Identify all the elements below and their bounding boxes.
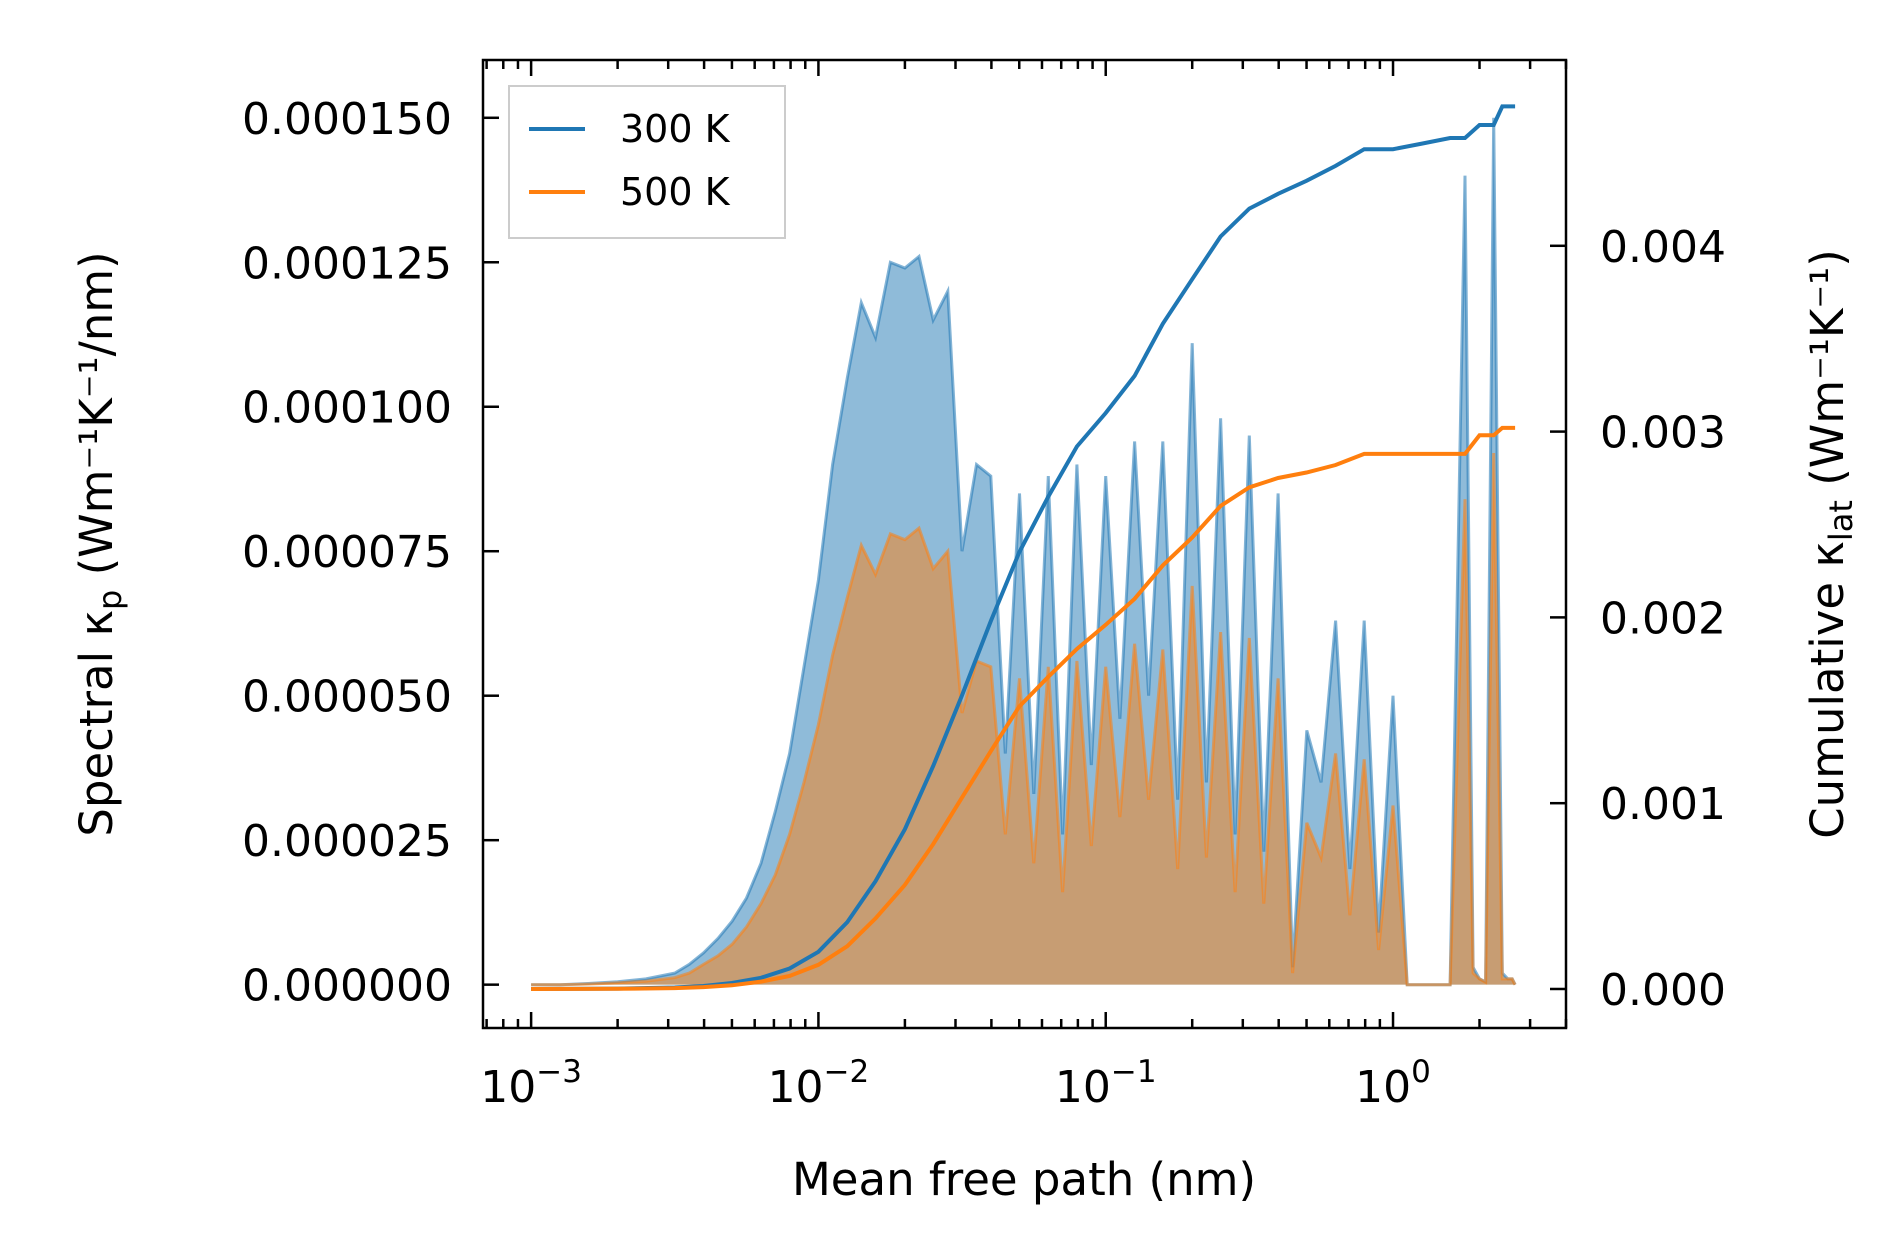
x-tick-label-base: 10 [768, 1062, 824, 1113]
x-tick-label-base: 10 [1355, 1062, 1411, 1113]
legend-label-300k: 300 K [620, 107, 731, 151]
spectral-areas [531, 117, 1517, 987]
right-tick-label: 0.000 [1600, 965, 1726, 1016]
y-tick-label: 0.000025 [242, 816, 452, 867]
x-tick-label-exponent: −1 [1111, 1054, 1157, 1090]
right-tick-label: 0.001 [1600, 779, 1726, 830]
legend: 300 K 500 K [508, 85, 786, 239]
area-edge-500k [531, 452, 1517, 987]
y-tick-label: 0.000000 [242, 961, 452, 1012]
x-tick-label: 100 [1355, 1054, 1431, 1113]
area-300k [531, 117, 1516, 985]
y-tick-label: 0.000050 [242, 672, 452, 723]
plot-frame [481, 58, 1568, 1030]
tick-labels: 10−3 10−2 10−1 1000.0000000.0000250.0000500… [242, 94, 1726, 1113]
y-axis-title: Spectral κp (Wm⁻¹K⁻¹/nm) [70, 251, 129, 836]
y-tick-label: 0.000150 [242, 94, 452, 145]
right-axis-title-units: (Wm⁻¹K⁻¹) [1801, 249, 1854, 500]
cumulative-line-300k [531, 104, 1516, 991]
y-tick-label: 0.000125 [242, 238, 452, 289]
y-tick-label: 0.000075 [242, 527, 452, 578]
right-axis-title-sub: lat [1822, 500, 1860, 541]
x-axis-title: Mean free path (nm) [792, 1153, 1256, 1206]
y-axis-title-prefix: Spectral κ [70, 610, 123, 837]
y-axis-title-sub: p [91, 590, 129, 610]
right-axis-title-prefix: Cumulative κ [1801, 541, 1854, 839]
right-tick-label: 0.003 [1600, 408, 1726, 459]
x-tick-label: 10−2 [768, 1054, 870, 1113]
x-tick-label-exponent: −3 [536, 1054, 582, 1090]
x-tick-label: 10−1 [1055, 1054, 1157, 1113]
x-tick-label: 10−3 [480, 1054, 582, 1113]
cumulative-lines [531, 104, 1516, 991]
y-axis-title-units: (Wm⁻¹K⁻¹/nm) [70, 251, 123, 589]
area-500k [531, 453, 1516, 985]
x-tick-label-base: 10 [1055, 1062, 1111, 1113]
x-tick-label-exponent: −2 [824, 1054, 870, 1090]
right-axis-title: Cumulative κlat (Wm⁻¹K⁻¹) [1801, 249, 1860, 839]
x-tick-label-exponent: 0 [1411, 1054, 1431, 1090]
right-tick-label: 0.004 [1600, 222, 1726, 273]
legend-box [508, 85, 786, 239]
y-tick-label: 0.000100 [242, 383, 452, 434]
right-tick-label: 0.002 [1600, 593, 1726, 644]
legend-label-500k: 500 K [620, 170, 731, 214]
x-tick-label-base: 10 [480, 1062, 536, 1113]
cumulative-line-500k [531, 425, 1516, 991]
